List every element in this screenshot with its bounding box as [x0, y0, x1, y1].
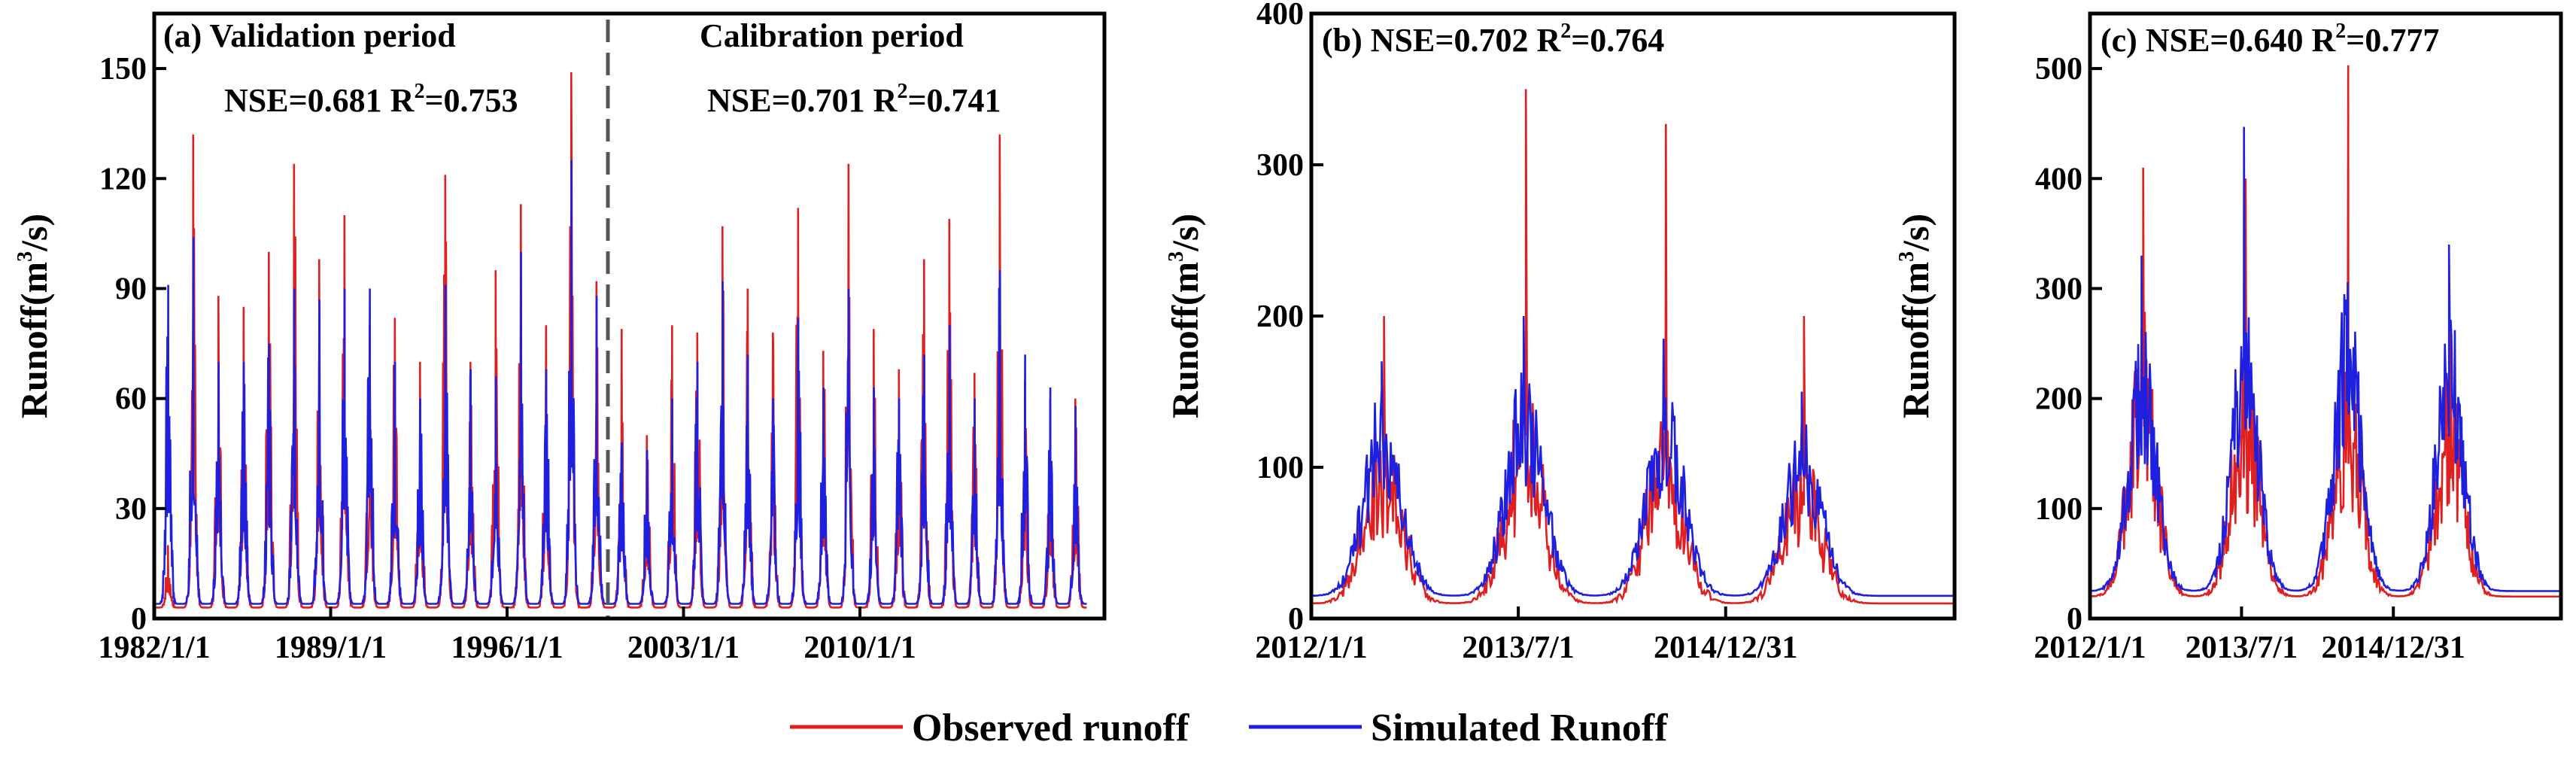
- panel-c-metrics: (c) NSE=0.640 R2=0.777: [2101, 20, 2439, 59]
- panel-a-metrics-validation: NSE=0.681 R2=0.753: [224, 80, 518, 119]
- panel-a-ytick-label: 90: [115, 272, 147, 306]
- panel-c-ytick-label: 500: [2035, 52, 2082, 87]
- panel-a-ytick-label: 0: [131, 602, 147, 637]
- panel-b-xtick-label: 2013/7/1: [1462, 631, 1574, 665]
- panel-a-xtick-label: 1982/1/1: [98, 631, 210, 665]
- panel-a-xtick-label: 1989/1/1: [275, 631, 387, 665]
- panel-a-xtick-label: 2003/1/1: [627, 631, 740, 665]
- panel-a-metrics-calibration: NSE=0.701 R2=0.741: [707, 80, 1001, 119]
- panel-a-xtick-label: 1996/1/1: [451, 631, 563, 665]
- legend-simulated-label: Simulated Runoff: [1371, 707, 1668, 749]
- legend-observed-label: Observed runoff: [912, 707, 1189, 749]
- panel-a-ylabel: Runoff(m3/s): [13, 214, 55, 418]
- panel-a-title-calibration: Calibration period: [700, 17, 964, 54]
- panel-b-ytick-label: 300: [1256, 148, 1304, 183]
- panel-b-observed-line: [1311, 89, 1954, 605]
- panel-b-xtick-label: 2012/1/1: [1255, 631, 1367, 665]
- panel-a-simulated-line: [154, 160, 1087, 606]
- panel-c-chart: 0 100 200 300 400 500 2012/1/1 2013/7/1 2014/12/…: [1894, 11, 2563, 665]
- panel-b-ytick-label: 200: [1256, 299, 1304, 334]
- panel-a-ytick-label: 120: [99, 162, 147, 196]
- panel-b-frame: [1309, 11, 1957, 621]
- panel-c-ytick-label: 200: [2035, 382, 2082, 417]
- panel-a-frame: [152, 11, 1107, 621]
- panel-a-xtick-label: 2010/1/1: [803, 631, 916, 665]
- panel-b-simulated-line: [1311, 315, 1954, 597]
- panel-a-chart: 0 30 60 90 120 150 1982/1/1 1989/1/1 1996/1/1 200…: [13, 11, 1107, 665]
- panel-c-xtick-label: 2014/12/31: [2322, 631, 2465, 665]
- panel-b-xtick-label: 2014/12/31: [1654, 631, 1797, 665]
- panel-a-ytick-label: 60: [115, 382, 147, 417]
- panel-c-frame: [2088, 11, 2563, 621]
- legend: Observed runoff Simulated Runoff: [790, 707, 1668, 749]
- panel-c-simulated-line: [2090, 126, 2561, 592]
- panel-c-ytick-label: 400: [2035, 162, 2082, 196]
- panel-b-chart: 0 100 200 300 400 2012/1/1 2013/7/1 2014/12/31 R…: [1164, 0, 1957, 665]
- panel-a-title-validation: (a) Validation period: [163, 17, 456, 54]
- panel-a-ytick-label: 30: [115, 492, 147, 527]
- panel-c-ytick-label: 300: [2035, 272, 2082, 306]
- panel-c-ytick-label: 100: [2035, 492, 2082, 527]
- panel-b-ylabel: Runoff(m3/s): [1164, 214, 1206, 418]
- panel-c-ylabel: Runoff(m3/s): [1894, 214, 1937, 418]
- panel-c-xtick-label: 2012/1/1: [2034, 631, 2146, 665]
- panel-c-ytick-label: 0: [2067, 602, 2082, 637]
- panel-c-xtick-label: 2013/7/1: [2186, 631, 2298, 665]
- panel-b-ytick-label: 400: [1256, 0, 1304, 32]
- panel-b-ytick-label: 100: [1256, 451, 1304, 485]
- panel-b-metrics: (b) NSE=0.702 R2=0.764: [1322, 20, 1664, 59]
- panel-a-ytick-label: 150: [99, 52, 147, 87]
- panel-b-ytick-label: 0: [1288, 602, 1304, 637]
